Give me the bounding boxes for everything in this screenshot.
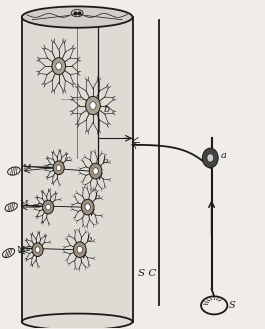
Circle shape	[73, 242, 86, 258]
Text: M: M	[22, 164, 31, 171]
Circle shape	[85, 204, 90, 210]
Circle shape	[53, 161, 64, 175]
Circle shape	[81, 199, 94, 215]
Circle shape	[93, 168, 98, 174]
Circle shape	[32, 243, 43, 257]
Text: S C: S C	[138, 269, 156, 278]
Text: M: M	[20, 199, 28, 208]
Text: c: c	[47, 162, 52, 170]
Circle shape	[46, 204, 50, 210]
Text: b: b	[104, 105, 110, 114]
Circle shape	[56, 63, 61, 70]
Text: c: c	[26, 244, 30, 252]
Circle shape	[89, 163, 102, 179]
Text: S: S	[229, 301, 235, 310]
Circle shape	[52, 58, 65, 75]
Ellipse shape	[22, 7, 132, 28]
Circle shape	[35, 247, 40, 253]
Text: b: b	[86, 236, 92, 243]
Circle shape	[77, 246, 82, 253]
Circle shape	[56, 165, 61, 171]
Text: c: c	[36, 201, 41, 209]
Text: M: M	[17, 245, 26, 253]
Circle shape	[207, 154, 214, 162]
Text: c: c	[65, 155, 70, 163]
Text: b: b	[94, 193, 100, 201]
Polygon shape	[22, 17, 132, 322]
Text: b: b	[102, 157, 108, 165]
Circle shape	[202, 148, 218, 168]
Text: a: a	[221, 151, 227, 160]
Circle shape	[90, 102, 96, 109]
Circle shape	[86, 96, 100, 115]
Circle shape	[43, 200, 54, 214]
Ellipse shape	[22, 314, 132, 329]
